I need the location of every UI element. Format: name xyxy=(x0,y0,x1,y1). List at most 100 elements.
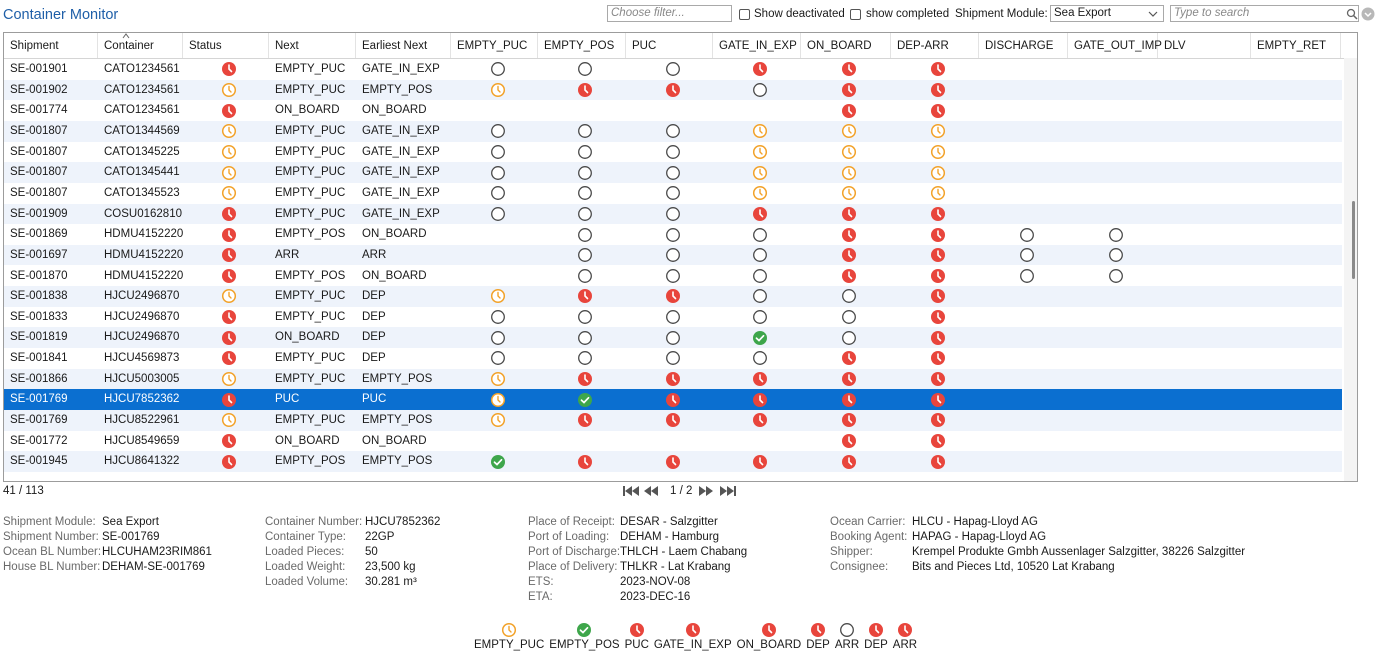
icon-hands xyxy=(848,374,853,383)
menu-button[interactable] xyxy=(1361,7,1375,21)
icon-hands xyxy=(228,85,232,93)
icon-hands xyxy=(759,456,764,465)
column-header[interactable]: GATE_IN_EXP xyxy=(713,33,801,58)
column-header[interactable]: PUC xyxy=(626,33,713,58)
status-icon xyxy=(753,454,767,469)
icon-body xyxy=(1109,268,1123,283)
column-header[interactable]: ON_BOARD xyxy=(801,33,891,58)
icon-hands xyxy=(228,250,233,259)
status-icon xyxy=(842,82,856,97)
table-row[interactable]: SE-001807 CATO1344569 EMPTY_PUC GATE_IN_EXP xyxy=(4,120,1342,142)
table-row[interactable]: SE-001774 CATO1234561 ON_BOARD ON_BOARD xyxy=(4,100,1342,121)
status-icon xyxy=(753,310,767,325)
column-header[interactable]: EMPTY_PUC xyxy=(451,33,538,58)
table-row[interactable]: SE-001769 HJCU7852362 PUC PUC xyxy=(4,389,1342,411)
table-row[interactable]: SE-001841 HJCU4569873 EMPTY_PUC DEP xyxy=(4,348,1342,369)
status-icon xyxy=(665,206,680,221)
scrollbar[interactable] xyxy=(1344,58,1357,481)
column-header[interactable]: Status xyxy=(183,33,269,58)
cell-container: HJCU8641322 xyxy=(104,455,180,468)
status-icon xyxy=(761,623,776,637)
icon-hands xyxy=(848,271,853,280)
pager-back[interactable] xyxy=(622,484,668,498)
column-header[interactable]: GATE_OUT_IMP xyxy=(1068,33,1162,58)
detail-value: SE-001769 xyxy=(102,531,160,543)
column-header[interactable]: Earliest Next xyxy=(356,33,451,58)
cell-shipment: SE-001807 xyxy=(10,124,68,137)
icon-hands xyxy=(671,394,676,404)
table-row[interactable]: SE-001772 HJCU8549659 ON_BOARD ON_BOARD xyxy=(4,431,1342,452)
status-icon xyxy=(222,351,236,366)
icon-body xyxy=(578,351,592,366)
table-row[interactable]: SE-001870 HDMU4152220 EMPTY_POS ON_BOARD xyxy=(4,266,1342,287)
column-header[interactable]: EMPTY_RET xyxy=(1251,33,1341,58)
table-row[interactable]: SE-001909 COSU0162810 EMPTY_PUC GATE_IN_EXP xyxy=(4,203,1342,225)
pager-forward[interactable] xyxy=(698,484,742,498)
icon-hands xyxy=(937,105,942,114)
status-icon xyxy=(1109,248,1123,263)
icon-hands xyxy=(937,64,942,73)
checkbox[interactable] xyxy=(739,9,750,20)
table-row[interactable]: SE-001866 HJCU5003005 EMPTY_PUC EMPTY_POS xyxy=(4,368,1342,390)
icon-body xyxy=(753,248,767,263)
icon-hands xyxy=(848,415,853,424)
icon-hands xyxy=(496,374,501,382)
status-icon xyxy=(490,124,505,139)
column-header[interactable]: DLV xyxy=(1158,33,1251,58)
table-row[interactable]: SE-001807 CATO1345441 EMPTY_PUC GATE_IN_EXP xyxy=(4,162,1342,183)
table-row[interactable]: SE-001869 HDMU4152220 EMPTY_POS ON_BOARD xyxy=(4,224,1342,245)
table-row[interactable]: SE-001807 CATO1345225 EMPTY_PUC GATE_IN_EXP xyxy=(4,142,1342,163)
column-header[interactable]: Container xyxy=(98,33,183,58)
table-row[interactable]: SE-001838 HJCU2496870 EMPTY_PUC DEP xyxy=(4,286,1342,307)
cell-earliest-next: GATE_IN_EXP xyxy=(362,145,440,158)
icon-hands xyxy=(848,127,852,134)
cell-earliest-next: DEP xyxy=(362,331,386,344)
status-icon xyxy=(490,454,505,469)
status-icon xyxy=(490,413,505,428)
status-icon xyxy=(221,372,237,387)
table-row[interactable]: SE-001807 CATO1345523 EMPTY_PUC GATE_IN_EXP xyxy=(4,183,1342,204)
cell-next: ARR xyxy=(275,248,300,261)
icon-hands xyxy=(848,394,853,404)
cell-earliest-next: GATE_IN_EXP xyxy=(362,186,440,199)
icon-hands xyxy=(635,625,641,634)
search-input[interactable]: Type to search xyxy=(1170,5,1359,22)
column-header[interactable]: DISCHARGE xyxy=(979,33,1068,58)
status-icon xyxy=(221,165,237,180)
cell-container: CATO1345523 xyxy=(104,186,180,199)
detail-value: 2023-NOV-08 xyxy=(620,576,691,588)
status-icon xyxy=(1019,268,1034,283)
icon-hands xyxy=(937,312,942,321)
icon-hands xyxy=(228,64,233,73)
cell-next: EMPTY_POS xyxy=(275,455,346,468)
icon-hands xyxy=(848,456,853,465)
status-icon xyxy=(930,165,946,180)
column-header[interactable]: Next xyxy=(269,33,356,58)
cell-earliest-next: ON_BOARD xyxy=(362,228,427,241)
status-icon xyxy=(931,289,945,304)
status-icon xyxy=(502,622,517,638)
table-row[interactable]: SE-001901 CATO1234561 EMPTY_PUC GATE_IN_EXP xyxy=(4,59,1342,80)
filter-input[interactable]: Choose filter... xyxy=(607,5,732,22)
table-row[interactable]: SE-001769 HJCU8522961 EMPTY_PUC EMPTY_POS xyxy=(4,410,1342,431)
checkbox[interactable] xyxy=(850,9,861,20)
scrollbar-thumb[interactable] xyxy=(1352,201,1355,279)
column-header[interactable]: EMPTY_POS xyxy=(538,33,626,58)
cell-container: HDMU4152220 xyxy=(104,269,184,282)
status-icon xyxy=(490,351,505,366)
column-header[interactable]: Shipment xyxy=(4,33,98,58)
icon-hands xyxy=(759,64,764,73)
status-icon xyxy=(578,310,592,325)
table-row[interactable]: SE-001819 HJCU2496870 ON_BOARD DEP xyxy=(4,327,1342,349)
legend-label: EMPTY_PUC xyxy=(474,639,545,651)
table-row[interactable]: SE-001697 HDMU4152220 ARR ARR xyxy=(4,244,1342,266)
table-row[interactable]: SE-001902 CATO1234561 EMPTY_PUC EMPTY_POS xyxy=(4,79,1342,101)
icon-body xyxy=(1019,268,1034,283)
table-row[interactable]: SE-001833 HJCU2496870 EMPTY_PUC DEP xyxy=(4,307,1342,328)
column-header[interactable]: DEP-ARR xyxy=(891,33,979,58)
legend-label: ARR xyxy=(892,639,918,651)
table-row[interactable]: SE-001945 HJCU8641322 EMPTY_POS EMPTY_POS xyxy=(4,451,1342,472)
module-select[interactable]: Sea Export xyxy=(1050,5,1164,22)
icon-hands xyxy=(904,625,909,634)
icon-body xyxy=(842,330,856,345)
